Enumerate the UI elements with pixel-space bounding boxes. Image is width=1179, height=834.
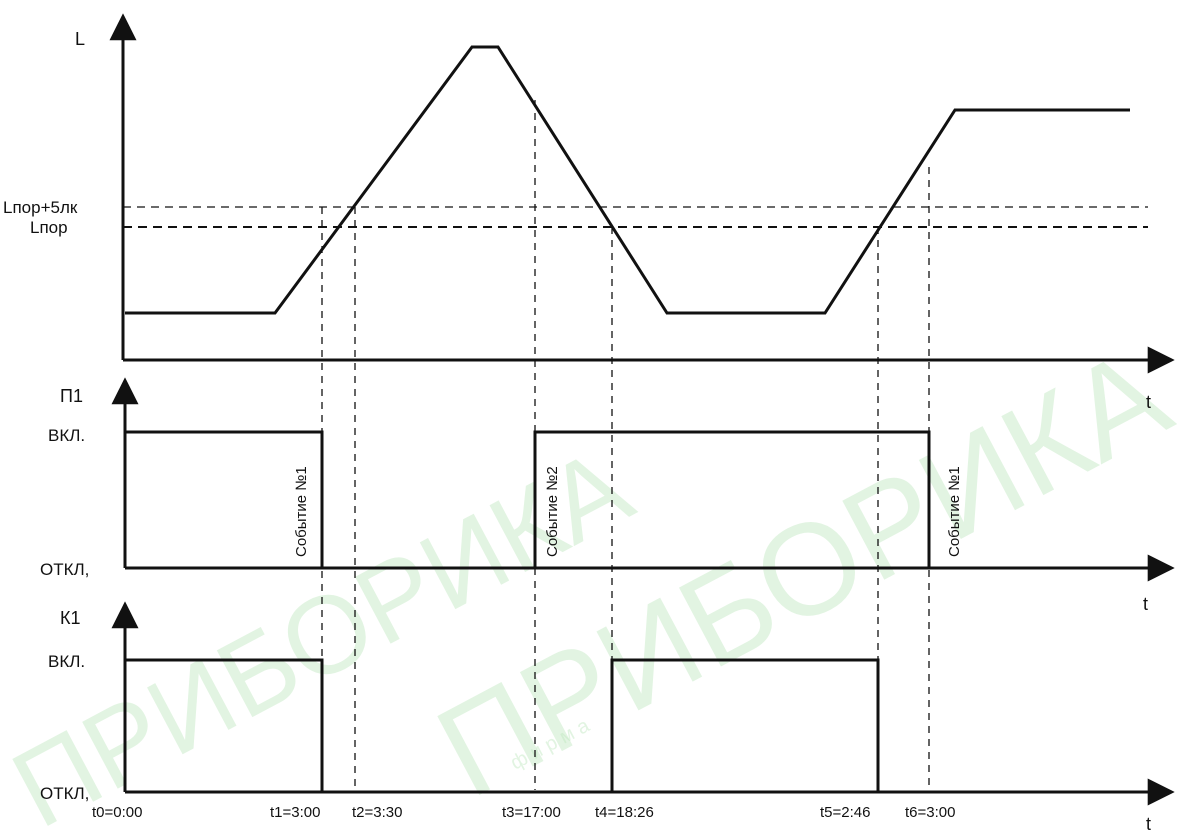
l-axis-x-label: t (1146, 392, 1151, 412)
p1-panel: П1 t ВКЛ. ОТКЛ, Событие №1 Событие №2 Со… (40, 377, 1175, 614)
p1-signal (125, 430, 931, 570)
p1-axis-label: П1 (60, 386, 83, 406)
threshold-label: Lпор (30, 218, 68, 237)
time-label-t4: t4=18:26 (595, 804, 654, 821)
time-label-t5: t5=2:46 (820, 804, 870, 821)
k1-signal (125, 658, 880, 794)
p1-axis-x-label: t (1143, 594, 1148, 614)
p1-off-label: ОТКЛ, (40, 560, 89, 579)
time-label-t1: t1=3:00 (270, 804, 320, 821)
illuminance-panel: L t Lпор+5лк Lпор (3, 13, 1175, 412)
watermark: ПРИБОРИКА ПРИБОРИКА ф и р м а (0, 320, 1179, 834)
time-labels: t0=0:00 t1=3:00 t2=3:30 t3=17:00 t4=18:2… (92, 804, 955, 821)
k1-on-label: ВКЛ. (48, 652, 85, 671)
k1-axis-label: К1 (60, 608, 81, 628)
k1-panel: К1 t ВКЛ. ОТКЛ, (40, 601, 1175, 834)
threshold-plus-label: Lпор+5лк (3, 198, 78, 217)
illuminance-curve (125, 45, 1130, 315)
time-label-t2: t2=3:30 (352, 804, 402, 821)
time-label-t6: t6=3:00 (905, 804, 955, 821)
p1-event-label-3: Событие №1 (946, 466, 963, 557)
p1-on-label: ВКЛ. (48, 426, 85, 445)
l-axis-label: L (75, 29, 85, 49)
time-label-t0: t0=0:00 (92, 804, 142, 821)
k1-off-label: ОТКЛ, (40, 784, 89, 803)
k1-axis-x-label: t (1146, 814, 1151, 834)
p1-event-label-1: Событие №1 (293, 466, 310, 557)
p1-event-label-2: Событие №2 (544, 466, 561, 557)
time-label-t3: t3=17:00 (502, 804, 561, 821)
